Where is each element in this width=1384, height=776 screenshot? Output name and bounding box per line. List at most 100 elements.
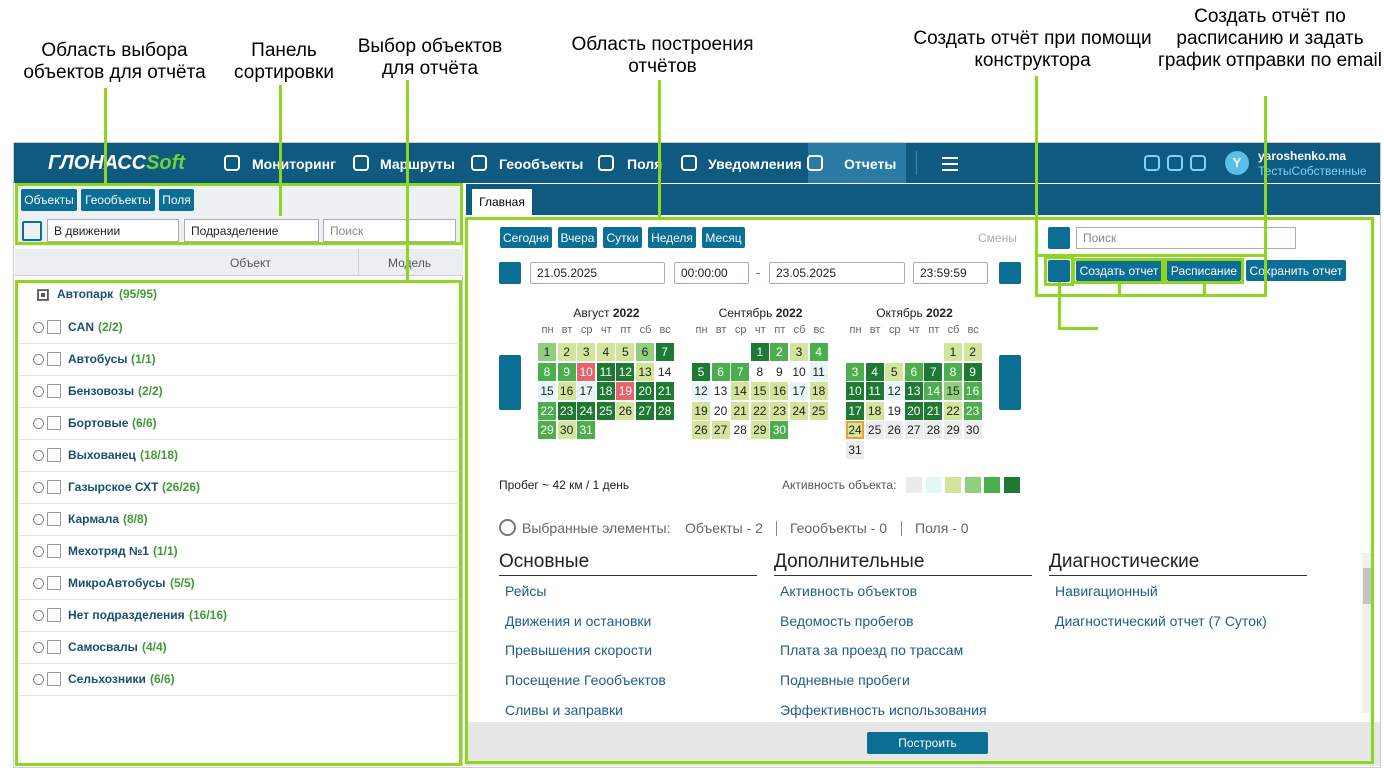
- checkbox[interactable]: [47, 672, 61, 686]
- group-select[interactable]: Подразделение: [184, 219, 319, 242]
- day[interactable]: 21: [924, 401, 943, 420]
- nav-item[interactable]: Маршруты: [380, 156, 455, 172]
- date-input[interactable]: 23.05.2025: [769, 262, 905, 284]
- day[interactable]: 15: [944, 382, 962, 401]
- day[interactable]: 16: [963, 382, 982, 401]
- calendar-prev[interactable]: [499, 355, 521, 410]
- day[interactable]: 7: [731, 362, 750, 381]
- import-button[interactable]: [1048, 260, 1070, 282]
- day[interactable]: 30: [963, 421, 982, 440]
- report-search[interactable]: Поиск: [1076, 227, 1296, 249]
- avatar[interactable]: Y: [1225, 151, 1249, 175]
- day[interactable]: 28: [924, 421, 943, 440]
- day[interactable]: 27: [711, 421, 730, 440]
- report-link[interactable]: Эффективность использования: [780, 701, 987, 718]
- day[interactable]: 23: [963, 401, 982, 420]
- day[interactable]: 6: [711, 362, 730, 381]
- period-button[interactable]: Месяц: [702, 227, 745, 248]
- day[interactable]: 29: [944, 421, 962, 440]
- day[interactable]: 1: [944, 343, 962, 361]
- day[interactable]: 26: [885, 421, 904, 440]
- day[interactable]: 19: [692, 401, 710, 420]
- tree-group[interactable]: Газырское СХТ: [68, 480, 159, 494]
- day[interactable]: 8: [944, 362, 962, 381]
- day[interactable]: 18: [809, 382, 828, 401]
- day[interactable]: 14: [655, 362, 674, 381]
- report-link[interactable]: Сливы и заправки: [505, 701, 623, 718]
- shifts[interactable]: Смены: [978, 231, 1017, 245]
- build-button[interactable]: Построить: [867, 732, 988, 754]
- day[interactable]: 11: [596, 362, 615, 381]
- date-input[interactable]: 21.05.2025: [530, 262, 665, 284]
- day[interactable]: 26: [616, 401, 635, 420]
- menu-bar[interactable]: [942, 163, 958, 165]
- period-button[interactable]: Вчера: [558, 227, 597, 248]
- day[interactable]: 3: [790, 343, 808, 361]
- tab[interactable]: Главная: [472, 189, 532, 215]
- day[interactable]: 22: [538, 401, 556, 420]
- day[interactable]: 9: [770, 362, 789, 381]
- report-link[interactable]: Активность объектов: [780, 583, 918, 599]
- tree-group[interactable]: Мехотряд №1: [68, 544, 149, 558]
- day[interactable]: 31: [846, 441, 864, 459]
- day[interactable]: 29: [750, 421, 769, 440]
- day[interactable]: 24: [846, 421, 864, 440]
- report-link[interactable]: Подневные пробеги: [780, 672, 910, 689]
- checkbox[interactable]: [47, 448, 61, 462]
- day[interactable]: 16: [770, 382, 789, 401]
- tree-group[interactable]: Автобусы: [68, 352, 128, 366]
- day[interactable]: 19: [885, 401, 904, 420]
- day[interactable]: 10: [577, 362, 596, 381]
- period-button[interactable]: Неделя: [648, 227, 696, 248]
- checkbox[interactable]: [47, 384, 61, 398]
- day[interactable]: 25: [596, 401, 615, 420]
- day[interactable]: 20: [636, 382, 654, 401]
- day[interactable]: 6: [636, 343, 654, 361]
- day[interactable]: 28: [731, 421, 750, 440]
- checkbox[interactable]: [47, 544, 61, 558]
- day[interactable]: 2: [963, 343, 982, 361]
- day[interactable]: 30: [557, 421, 576, 440]
- day[interactable]: 17: [846, 401, 864, 420]
- tree-group[interactable]: Выхованец: [68, 448, 136, 462]
- calendar-next[interactable]: [999, 355, 1021, 410]
- filter-select[interactable]: В движении: [47, 219, 179, 242]
- nav-item[interactable]: Уведомления: [708, 156, 802, 172]
- day[interactable]: 14: [731, 382, 750, 401]
- tree-group[interactable]: Нет подразделения: [68, 608, 185, 622]
- day[interactable]: 5: [616, 343, 635, 361]
- action-button[interactable]: Создать отчет: [1076, 260, 1162, 281]
- nav-item[interactable]: Поля: [627, 156, 663, 172]
- tree-group[interactable]: Бортовые: [68, 416, 129, 430]
- report-link[interactable]: Посещение Геообъектов: [505, 672, 666, 689]
- nav-icon[interactable]: [1144, 155, 1160, 171]
- checkbox[interactable]: [47, 320, 61, 334]
- bookmark-icon[interactable]: [1048, 227, 1070, 249]
- day[interactable]: 17: [790, 382, 808, 401]
- day[interactable]: 3: [577, 343, 596, 361]
- checkbox[interactable]: [47, 576, 61, 590]
- day[interactable]: 21: [731, 401, 750, 420]
- day[interactable]: 12: [885, 382, 904, 401]
- action-button[interactable]: Расписание: [1167, 260, 1241, 281]
- report-link[interactable]: Движения и остановки: [505, 612, 652, 629]
- day[interactable]: 4: [809, 343, 828, 361]
- day[interactable]: 25: [809, 401, 828, 420]
- tree-group[interactable]: CAN: [68, 320, 94, 334]
- search-input[interactable]: Поиск: [323, 219, 456, 242]
- day[interactable]: 27: [904, 421, 923, 440]
- day[interactable]: 24: [577, 401, 596, 420]
- day[interactable]: 10: [846, 382, 864, 401]
- day[interactable]: 30: [770, 421, 789, 440]
- report-link[interactable]: Диагностический отчет (7 Суток): [1055, 612, 1267, 629]
- nav-icon[interactable]: [1190, 155, 1206, 171]
- tree-group[interactable]: Бензовозы: [68, 384, 135, 398]
- checkbox[interactable]: [47, 608, 61, 622]
- menu-bar[interactable]: [942, 157, 958, 159]
- period-button[interactable]: Сегодня: [500, 227, 552, 248]
- nav-item[interactable]: Геообъекты: [499, 156, 584, 172]
- tree-root[interactable]: Автопарк: [57, 287, 114, 301]
- day[interactable]: 13: [904, 382, 923, 401]
- period-button[interactable]: Сутки: [603, 227, 642, 248]
- arrow-button[interactable]: [999, 262, 1021, 284]
